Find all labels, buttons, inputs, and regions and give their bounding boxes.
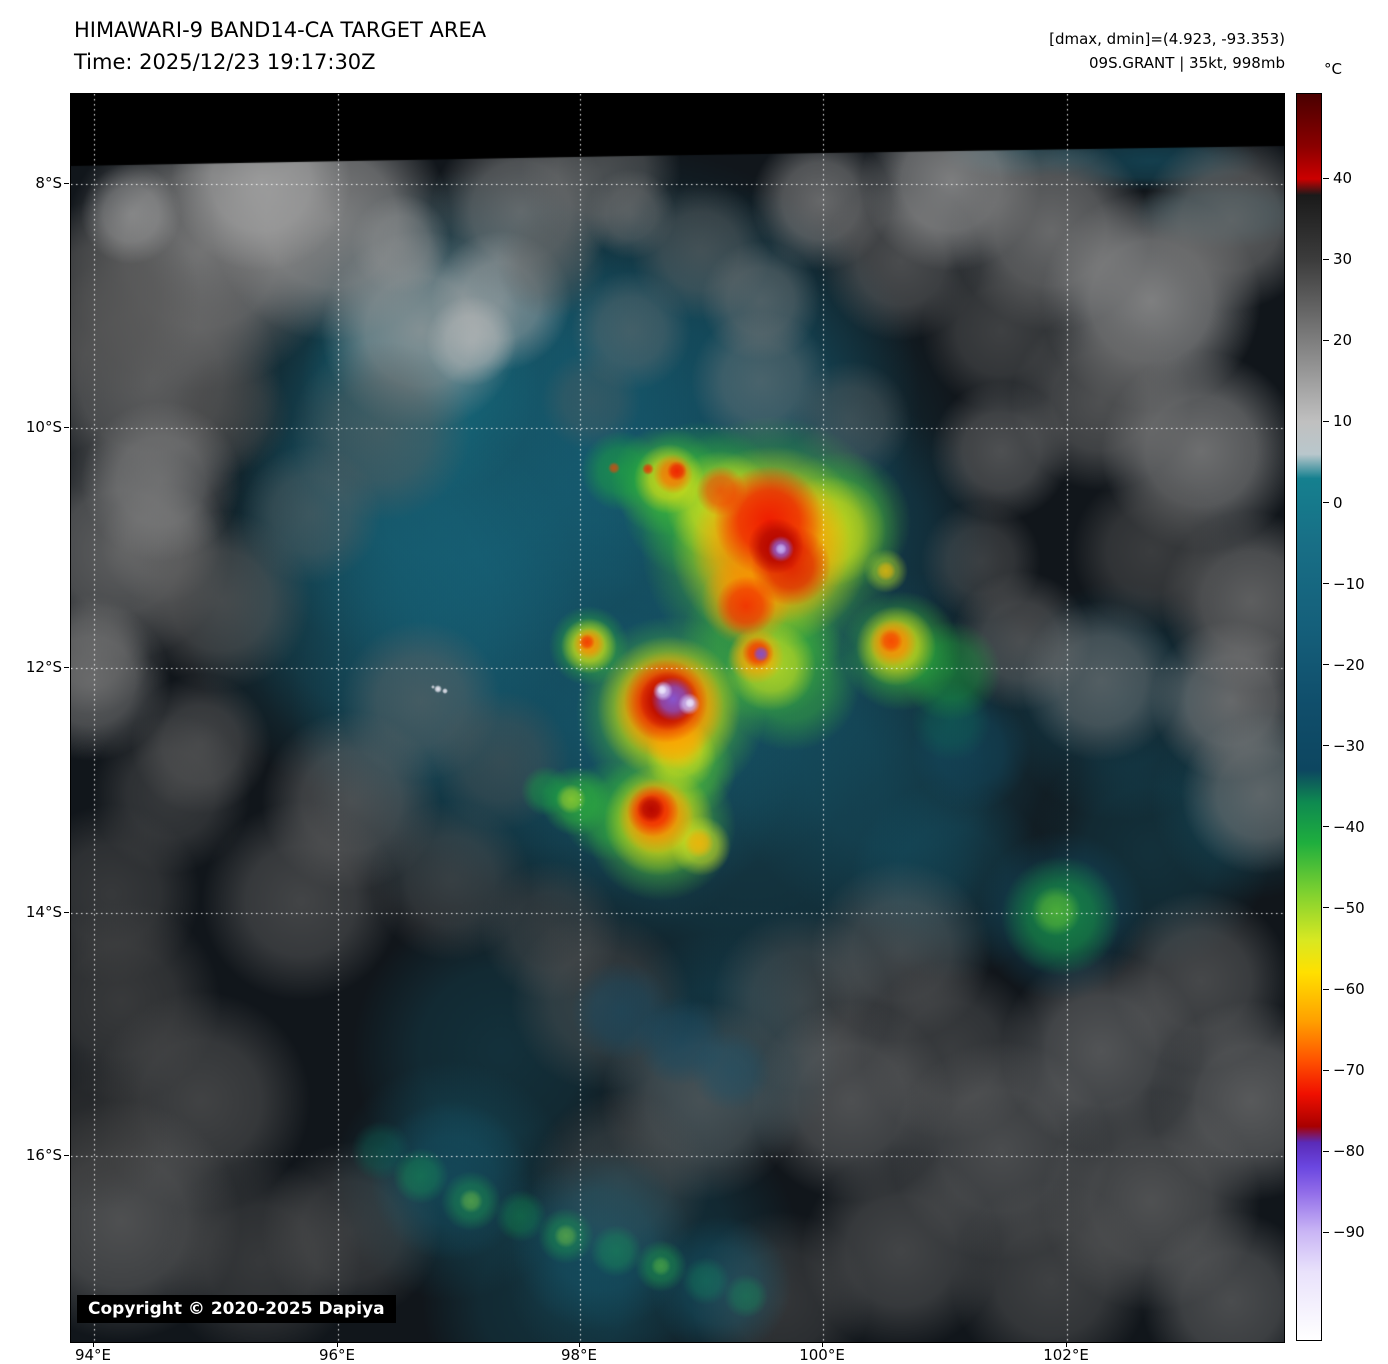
lon-tick-mark	[93, 1342, 94, 1347]
colorbar-tick	[1323, 745, 1329, 747]
colorbar-tick-label: −30	[1333, 736, 1365, 755]
lon-tick-label: 102°E	[1043, 1346, 1089, 1364]
copyright-badge: Copyright © 2020-2025 Dapiya	[77, 1295, 396, 1323]
lat-tick-mark	[64, 183, 69, 184]
colorbar-tick-label: −40	[1333, 817, 1365, 836]
colorbar-tick-label: 30	[1333, 250, 1353, 269]
lat-tick-label: 14°S	[25, 903, 62, 921]
lon-tick-mark	[337, 1342, 338, 1347]
colorbar-tick-label: −50	[1333, 898, 1365, 917]
lat-tick-mark	[64, 912, 69, 913]
lon-tick-label: 100°E	[799, 1346, 845, 1364]
colorbar-tick-label: −20	[1333, 655, 1365, 674]
colorbar-tick	[1323, 177, 1329, 179]
time-label: Time: 2025/12/23 19:17:30Z	[74, 50, 376, 74]
lat-tick-label: 16°S	[25, 1146, 62, 1164]
lat-tick-mark	[64, 1155, 69, 1156]
colorbar-tick	[1323, 583, 1329, 585]
colorbar-tick	[1323, 826, 1329, 828]
lon-tick-mark	[822, 1342, 823, 1347]
dmax-dmin-label: [dmax, dmin]=(4.923, -93.353)	[1049, 30, 1285, 48]
colorbar-unit-label: °C	[1324, 60, 1342, 78]
lon-tick-mark	[579, 1342, 580, 1347]
lon-tick-label: 98°E	[560, 1346, 598, 1364]
colorbar-tick-label: 40	[1333, 169, 1353, 188]
colorbar-tick	[1323, 1150, 1329, 1152]
satellite-plot: Copyright © 2020-2025 Dapiya	[70, 93, 1285, 1343]
figure-title: HIMAWARI-9 BAND14-CA TARGET AREA	[74, 18, 487, 42]
lon-tick-label: 96°E	[318, 1346, 356, 1364]
colorbar-tick	[1323, 420, 1329, 422]
colorbar-tick	[1323, 1069, 1329, 1071]
colorbar-tick	[1323, 664, 1329, 666]
colorbar-tick	[1323, 339, 1329, 341]
lat-tick-label: 8°S	[35, 174, 62, 192]
colorbar-tick-label: −70	[1333, 1061, 1365, 1080]
colorbar-tick	[1323, 1231, 1329, 1233]
colorbar-tick	[1323, 988, 1329, 990]
colorbar-tick	[1323, 258, 1329, 260]
colorbar-tick-label: 10	[1333, 412, 1353, 431]
colorbar-tick-label: −10	[1333, 574, 1365, 593]
colorbar-tick	[1323, 907, 1329, 909]
colorbar-tick-label: 20	[1333, 331, 1353, 350]
colorbar-tick-label: −90	[1333, 1223, 1365, 1242]
lon-tick-mark	[1066, 1342, 1067, 1347]
lat-tick-mark	[64, 427, 69, 428]
colorbar-tick	[1323, 502, 1329, 503]
satellite-canvas	[71, 94, 1284, 1342]
colorbar-tick-label: −80	[1333, 1142, 1365, 1161]
colorbar-tick-label: 0	[1333, 493, 1343, 512]
colorbar-tick-label: −60	[1333, 980, 1365, 999]
lat-tick-label: 10°S	[25, 418, 62, 436]
colorbar	[1296, 93, 1322, 1341]
lat-tick-label: 12°S	[25, 658, 62, 676]
lon-tick-label: 94°E	[74, 1346, 112, 1364]
storm-info-label: 09S.GRANT | 35kt, 998mb	[1088, 54, 1285, 72]
lat-tick-mark	[64, 667, 69, 668]
